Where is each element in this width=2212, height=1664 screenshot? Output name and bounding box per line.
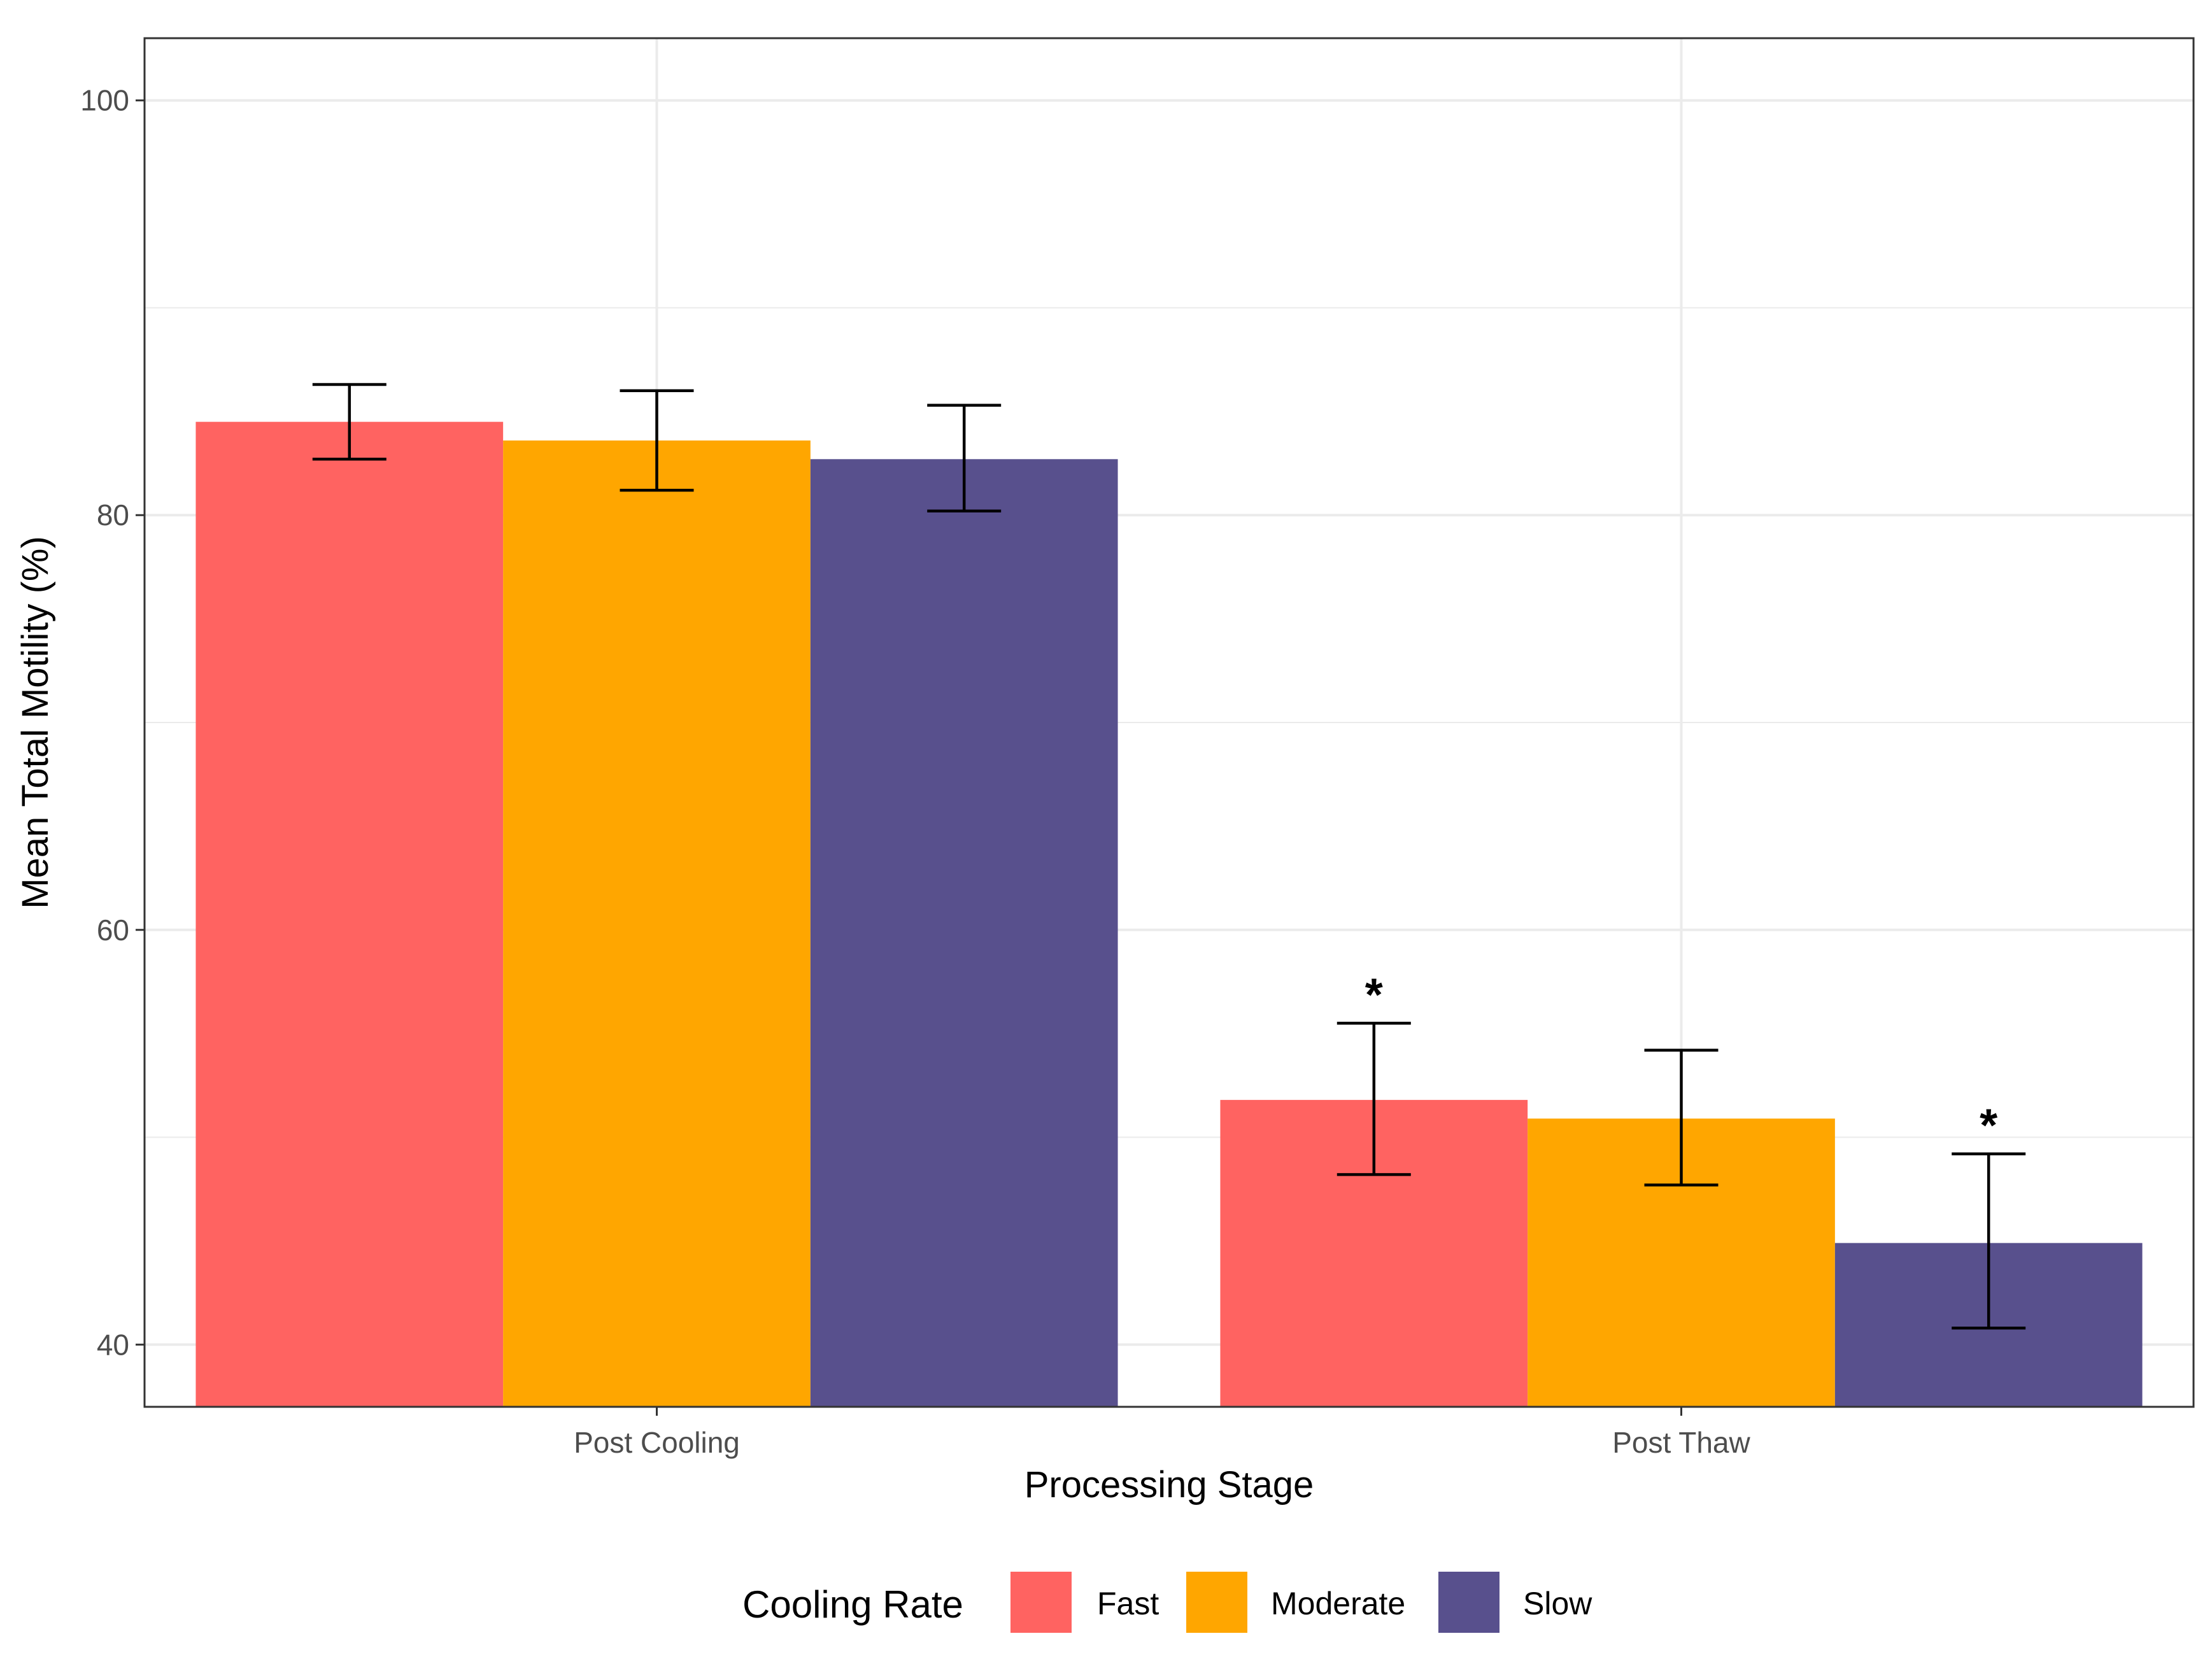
errorbar-moderate-post-cooling <box>620 389 694 492</box>
errorbar-fast-post-cooling <box>312 383 386 461</box>
significance-marker: * <box>1980 1101 1997 1152</box>
bars-layer <box>195 421 2143 1407</box>
errorbar-slow-post-cooling <box>927 404 1002 512</box>
x-axis-title: Processing Stage <box>1024 1464 1314 1505</box>
legend-title: Cooling Rate <box>742 1583 963 1626</box>
y-tick-label: 60 <box>97 913 129 947</box>
legend-label-moderate: Moderate <box>1271 1586 1405 1621</box>
errorbar-moderate-post-thaw <box>1644 1048 1719 1187</box>
legend-key-moderate <box>1186 1572 1247 1633</box>
axis-layer: 40 60 80 100 Post Cooling Post Thaw <box>80 84 1750 1459</box>
legend-label-slow: Slow <box>1523 1586 1592 1621</box>
bar-fast-post-cooling <box>195 421 504 1407</box>
errorbar-fast-post-thaw <box>1336 1022 1411 1176</box>
y-tick-label: 100 <box>80 84 129 117</box>
legend-key-slow <box>1438 1572 1499 1633</box>
bar-slow-post-cooling <box>810 459 1118 1407</box>
y-tick-label: 40 <box>97 1328 129 1361</box>
x-tick-label: Post Cooling <box>574 1426 740 1459</box>
significance-marker: * <box>1365 969 1383 1020</box>
legend: Cooling Rate Fast Moderate Slow <box>742 1572 1592 1633</box>
legend-key-fast <box>1010 1572 1072 1633</box>
x-tick-label: Post Thaw <box>1612 1426 1750 1459</box>
bar-moderate-post-cooling <box>503 440 811 1407</box>
legend-label-fast: Fast <box>1097 1586 1159 1621</box>
y-axis-title: Mean Total Motility (%) <box>15 536 56 909</box>
errorbar-slow-post-thaw <box>1952 1152 2026 1330</box>
errorbars-layer <box>312 383 2026 1330</box>
annotations-layer: ** <box>1365 969 1997 1151</box>
panel-border <box>143 37 2195 1408</box>
y-tick-label: 80 <box>97 498 129 532</box>
